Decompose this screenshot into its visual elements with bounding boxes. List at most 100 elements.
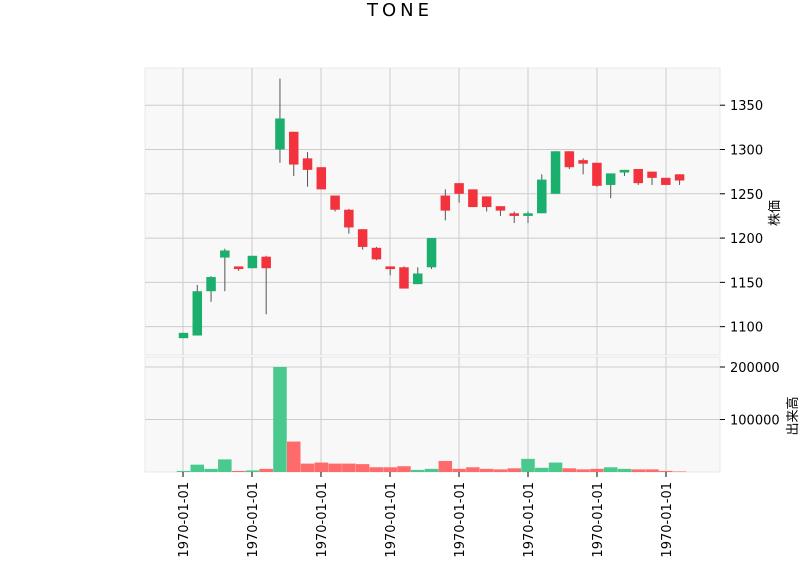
volume-bar xyxy=(507,468,521,472)
volume-bar xyxy=(479,468,494,472)
volume-bar xyxy=(590,468,604,472)
candle-body xyxy=(454,183,464,194)
candle-body xyxy=(578,160,588,164)
candle-body xyxy=(605,173,616,185)
x-tick-label: 1970-01-01 xyxy=(384,482,399,558)
x-axis: 1970-01-01 1970-01-01 1970-01-01 1970-01-01… xyxy=(177,472,675,558)
x-tick-label: 1970-01-01 xyxy=(522,482,537,558)
candle-body xyxy=(509,213,519,216)
price-y-tick-label: 1250 xyxy=(730,188,763,203)
x-tick-label: 1970-01-01 xyxy=(591,482,606,558)
candle-body xyxy=(275,118,285,150)
price-y-axis: 1100 1150 1200 1250 1300 1350 xyxy=(720,99,763,336)
candle-body xyxy=(481,196,492,208)
volume-bar xyxy=(314,462,329,472)
candle-body xyxy=(316,167,327,190)
volume-bar xyxy=(438,460,453,472)
price-y-axis-label: 株価 xyxy=(768,200,783,226)
candle-body xyxy=(495,206,506,211)
price-candles xyxy=(178,78,685,339)
price-y-tick-label: 1150 xyxy=(730,276,763,291)
volume-bar xyxy=(631,469,645,472)
volume-y-axis: 100000 200000 xyxy=(720,361,780,429)
candle-body xyxy=(399,267,409,289)
candle-body xyxy=(371,247,382,260)
candle-body xyxy=(592,162,602,186)
candle-body xyxy=(357,229,368,247)
candle-body xyxy=(344,209,354,228)
price-y-tick-label: 1350 xyxy=(730,99,763,114)
candle-body xyxy=(247,255,258,269)
volume-bar xyxy=(273,367,287,472)
candle-body xyxy=(550,151,561,194)
candle-body xyxy=(468,189,478,208)
x-tick-label: 1970-01-01 xyxy=(177,482,192,558)
candle-body xyxy=(523,213,533,216)
volume-bar xyxy=(466,467,480,472)
volume-bar xyxy=(617,468,632,472)
volume-bar xyxy=(452,468,466,472)
volume-y-tick-label: 100000 xyxy=(730,414,780,429)
candle-body xyxy=(288,131,299,165)
volume-bar xyxy=(645,469,659,472)
candle-body xyxy=(302,158,313,170)
volume-bar xyxy=(659,470,673,472)
volume-bar xyxy=(535,467,549,472)
x-tick-label: 1970-01-01 xyxy=(453,482,468,558)
volume-bars xyxy=(176,367,687,472)
volume-bar xyxy=(383,467,397,472)
volume-bar xyxy=(218,459,232,472)
x-tick-label: 1970-01-01 xyxy=(246,482,261,558)
candle-body xyxy=(385,266,395,270)
candle-body xyxy=(564,151,575,168)
price-y-tick-label: 1300 xyxy=(730,143,763,158)
candle-body xyxy=(440,195,451,211)
volume-bar xyxy=(521,458,535,472)
candle-body xyxy=(178,332,189,339)
volume-bar xyxy=(342,463,356,472)
candle-body xyxy=(647,171,657,178)
volume-bar xyxy=(493,469,508,472)
candle-body xyxy=(413,273,423,285)
candle-body xyxy=(261,256,271,269)
volume-bar xyxy=(548,462,563,472)
candle-body xyxy=(233,266,244,270)
volume-bar xyxy=(369,467,384,472)
volume-bar xyxy=(411,469,425,472)
candle-body xyxy=(633,168,643,184)
volume-bar xyxy=(286,441,301,472)
volume-bar xyxy=(672,471,687,472)
price-panel xyxy=(144,67,721,356)
x-tick-label: 1970-01-01 xyxy=(660,482,675,558)
volume-bar xyxy=(231,470,246,472)
x-tick-label: 1970-01-01 xyxy=(315,482,330,558)
candle-body xyxy=(220,250,230,258)
price-y-tick-label: 1100 xyxy=(730,321,763,336)
volume-bar xyxy=(300,463,315,472)
price-y-tick-label: 1200 xyxy=(730,232,763,247)
volume-y-axis-label: 出来高 xyxy=(785,396,800,435)
candle-body xyxy=(426,238,437,268)
candle-body xyxy=(192,291,203,336)
candle-body xyxy=(619,169,630,173)
chart-title: TONE xyxy=(366,0,433,21)
volume-bar xyxy=(259,468,273,472)
candle-body xyxy=(330,195,340,210)
volume-bar xyxy=(562,468,577,472)
volume-bar xyxy=(355,464,370,472)
volume-bar xyxy=(245,470,260,472)
candle-body xyxy=(206,277,216,292)
volume-panel xyxy=(144,356,721,473)
volume-bar xyxy=(190,464,205,472)
candle-body xyxy=(661,177,671,185)
price-grid xyxy=(145,68,720,355)
volume-bar xyxy=(204,468,218,472)
volume-grid xyxy=(145,357,720,472)
volume-y-tick-label: 200000 xyxy=(730,361,780,376)
volume-bar xyxy=(176,470,191,472)
candle-body xyxy=(537,179,547,214)
volume-bar xyxy=(424,468,439,472)
volume-bar xyxy=(328,463,342,472)
volume-bar xyxy=(397,466,411,472)
